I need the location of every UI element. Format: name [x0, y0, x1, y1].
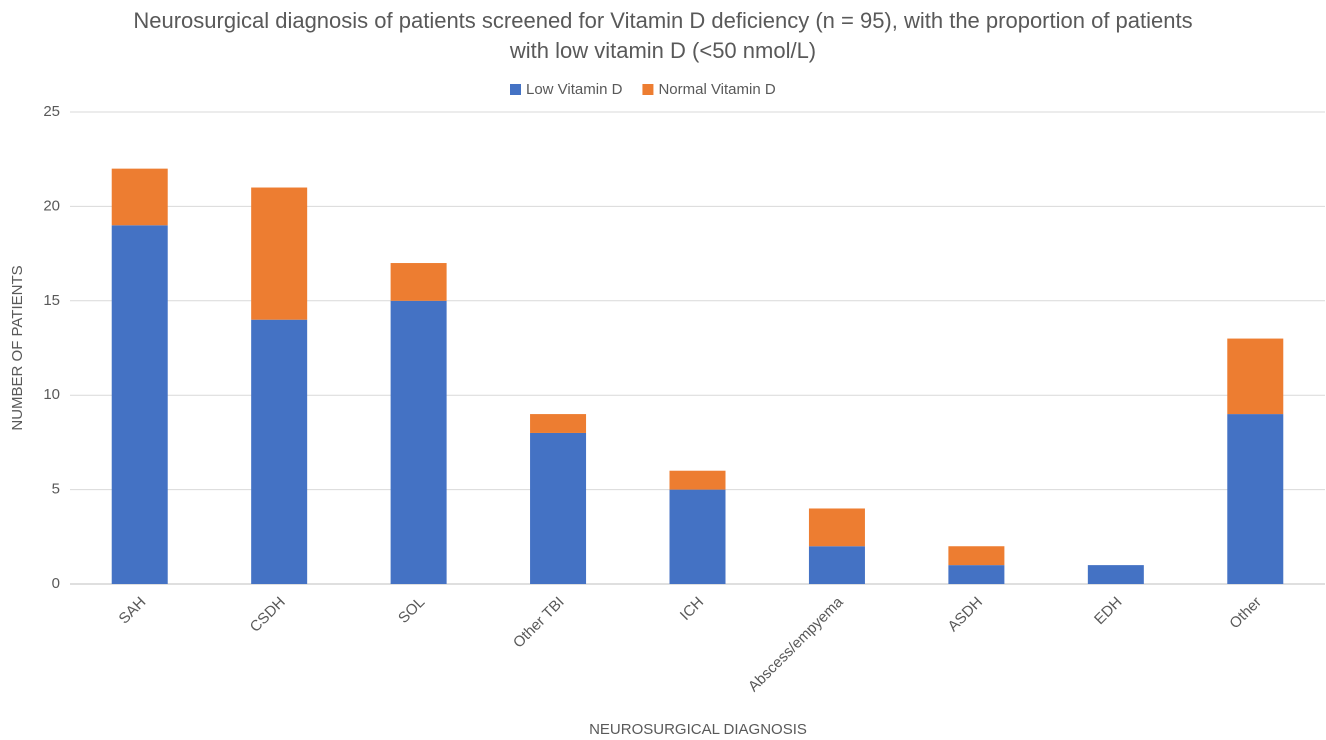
bar-segment [669, 489, 726, 584]
bar-segment [808, 546, 865, 584]
legend-label: Low Vitamin D [526, 81, 623, 98]
x-tick-label: ICH [677, 594, 707, 624]
y-tick-label: 5 [52, 481, 60, 498]
bar-segment [669, 470, 726, 490]
bar-segment [530, 432, 587, 584]
x-tick-label: SOL [395, 594, 428, 627]
legend-swatch [642, 84, 654, 95]
bar-segment [251, 187, 308, 320]
y-tick-label: 25 [43, 103, 60, 120]
y-tick-label: 15 [43, 292, 60, 309]
bar-segment [251, 319, 308, 584]
bar-segment [808, 508, 865, 547]
legend-label: Normal Vitamin D [658, 81, 775, 98]
x-tick-label: CSDH [247, 594, 289, 636]
bar-segment [390, 300, 447, 584]
chart-title: Neurosurgical diagnosis of patients scre… [133, 8, 1193, 63]
y-tick-label: 20 [43, 197, 60, 214]
y-tick-label: 10 [43, 386, 60, 403]
bar-segment [530, 414, 587, 433]
bar-segment [948, 546, 1005, 566]
bar-segment [1087, 565, 1144, 584]
x-tick-label: ASDH [945, 594, 986, 635]
legend-swatch [510, 84, 521, 95]
bar-segment [1227, 414, 1284, 584]
y-tick-label: 0 [52, 575, 60, 592]
bar-segment [111, 168, 168, 226]
x-tick-label: EDH [1091, 594, 1125, 628]
x-tick-label: Abscess/empyema [745, 593, 847, 695]
bar-segment [948, 565, 1005, 584]
y-axis-label: NUMBER OF PATIENTS [9, 265, 26, 430]
x-tick-label: Other TBI [510, 594, 568, 652]
bar-segment [390, 263, 447, 301]
x-axis-label: NEUROSURGICAL DIAGNOSIS [589, 721, 807, 738]
bar-segment [1227, 338, 1284, 415]
x-tick-label: SAH [116, 594, 150, 628]
x-tick-label: Other [1226, 594, 1265, 633]
bar-segment [111, 225, 168, 584]
